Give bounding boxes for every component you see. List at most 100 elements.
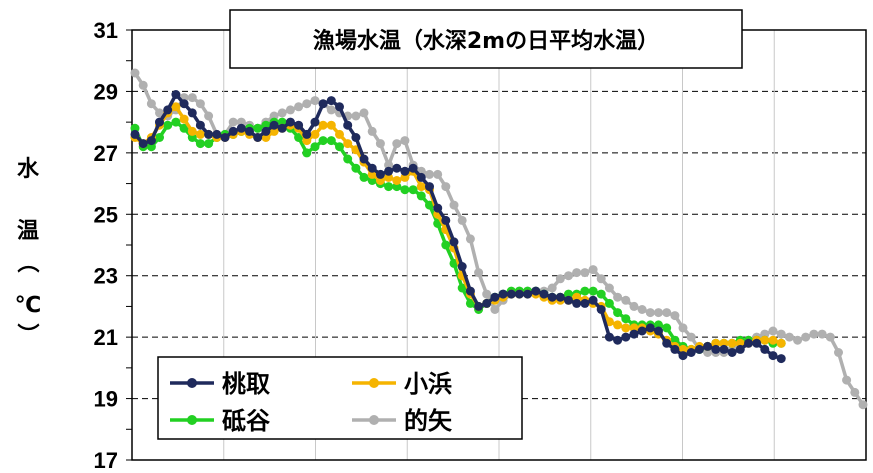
data-point	[187, 108, 197, 118]
data-point	[760, 344, 770, 354]
data-point	[277, 108, 287, 118]
legend-label: 桃取	[222, 370, 270, 398]
data-point	[375, 169, 385, 179]
data-point	[744, 338, 753, 348]
data-point	[670, 311, 680, 321]
data-point	[335, 142, 344, 152]
data-point	[310, 129, 320, 139]
data-point	[310, 142, 320, 152]
legend-swatch-marker	[369, 415, 379, 425]
data-point	[465, 234, 475, 244]
y-axis-label-char: ℃	[15, 293, 42, 318]
data-point	[613, 335, 623, 345]
data-point	[425, 169, 434, 179]
data-point	[498, 289, 508, 299]
data-point	[392, 176, 402, 185]
data-point	[367, 169, 377, 179]
data-point	[212, 129, 222, 139]
data-point	[245, 126, 254, 136]
data-point	[670, 335, 680, 345]
data-point	[400, 166, 410, 176]
data-point	[326, 105, 336, 115]
legend-item: 桃取	[170, 370, 270, 398]
data-point	[752, 338, 762, 348]
data-point	[433, 203, 443, 213]
data-point	[384, 166, 394, 176]
y-axis-label: 水温 （ ℃ ）	[14, 157, 41, 345]
data-point	[171, 90, 181, 99]
data-point	[326, 120, 336, 130]
data-point	[392, 163, 402, 173]
data-point	[654, 326, 663, 336]
data-point	[277, 117, 287, 127]
data-point	[596, 289, 606, 299]
data-point	[727, 338, 737, 348]
data-point	[719, 344, 729, 354]
data-point	[555, 274, 565, 284]
data-point	[204, 111, 214, 121]
data-point	[302, 99, 312, 109]
data-point	[490, 292, 500, 302]
legend-label: 小浜	[404, 370, 452, 398]
data-point	[163, 105, 173, 115]
data-point	[425, 182, 434, 192]
legend-item: 小浜	[352, 370, 452, 398]
y-axis-label-char: 水	[17, 157, 40, 182]
data-point	[817, 329, 827, 339]
data-point	[359, 172, 369, 182]
data-point	[269, 126, 279, 136]
y-tick-label: 23	[94, 264, 118, 289]
data-point	[580, 298, 590, 308]
data-point	[490, 305, 500, 314]
data-point	[351, 133, 361, 142]
data-point	[662, 338, 672, 348]
data-point	[678, 351, 688, 361]
y-tick-label: 31	[94, 18, 118, 43]
data-point	[842, 375, 852, 385]
data-point	[392, 139, 402, 149]
data-point	[564, 295, 573, 305]
data-point	[179, 123, 189, 133]
data-point	[776, 338, 786, 348]
data-point	[195, 129, 205, 139]
data-point	[465, 286, 475, 296]
data-point	[302, 148, 312, 158]
data-point	[441, 215, 451, 225]
data-point	[155, 117, 164, 127]
data-point	[228, 117, 238, 127]
data-point	[204, 139, 214, 149]
data-point	[236, 123, 246, 133]
data-point	[367, 126, 377, 136]
series-line	[133, 105, 782, 352]
data-point	[130, 129, 140, 139]
data-point	[449, 237, 459, 247]
legend-label: 的矢	[404, 407, 453, 435]
data-point	[384, 182, 394, 192]
data-point	[506, 289, 516, 299]
y-axis-label-char: ）	[14, 323, 39, 345]
data-point	[801, 332, 811, 342]
data-point	[310, 96, 320, 106]
data-point	[261, 126, 271, 136]
data-point	[318, 136, 328, 146]
data-point	[572, 292, 582, 302]
data-point	[809, 329, 819, 339]
data-point	[645, 323, 655, 333]
data-point	[694, 344, 704, 354]
data-point	[596, 305, 606, 314]
y-tick-label: 21	[94, 325, 118, 350]
data-point	[253, 123, 263, 133]
data-point	[711, 344, 721, 354]
data-point	[171, 117, 181, 127]
chart-title: 漁場水温（水深2mの日平均水温）	[313, 28, 659, 54]
data-point	[588, 265, 598, 275]
data-point	[637, 305, 647, 314]
data-point	[220, 133, 230, 142]
data-point	[523, 289, 533, 299]
data-point	[547, 283, 557, 293]
data-point	[768, 335, 778, 345]
data-point	[302, 129, 312, 139]
data-point	[335, 102, 344, 112]
data-point	[359, 154, 369, 164]
